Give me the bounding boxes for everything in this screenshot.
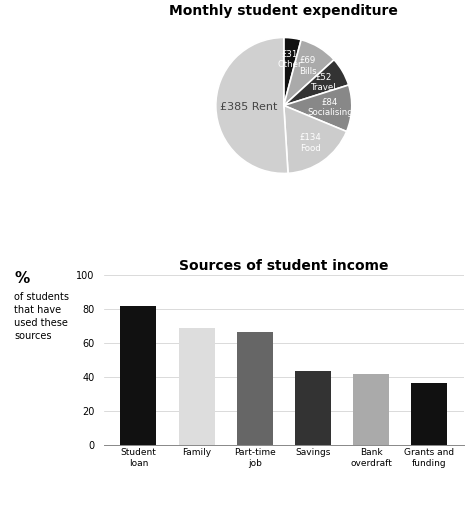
Text: £52
Travel: £52 Travel xyxy=(311,73,337,92)
Wedge shape xyxy=(284,60,349,105)
Bar xyxy=(178,328,215,445)
Wedge shape xyxy=(284,37,301,105)
Bar xyxy=(236,332,273,445)
Text: £31
Other: £31 Other xyxy=(278,50,302,69)
Text: %: % xyxy=(14,271,29,286)
Title: Sources of student income: Sources of student income xyxy=(179,259,388,273)
Text: £69
Bills: £69 Bills xyxy=(299,56,316,76)
Bar xyxy=(353,374,389,445)
Text: £134
Food: £134 Food xyxy=(300,134,322,153)
Text: £385 Rent: £385 Rent xyxy=(220,101,277,112)
Bar xyxy=(295,371,331,445)
Title: Monthly student expenditure: Monthly student expenditure xyxy=(169,4,398,18)
Wedge shape xyxy=(284,85,352,132)
Bar xyxy=(121,306,157,445)
Text: £84
Socialising: £84 Socialising xyxy=(307,98,353,117)
Wedge shape xyxy=(284,105,347,174)
Wedge shape xyxy=(216,37,288,174)
Text: of students
that have
used these
sources: of students that have used these sources xyxy=(14,292,69,342)
Wedge shape xyxy=(284,40,334,105)
Bar xyxy=(411,382,447,445)
